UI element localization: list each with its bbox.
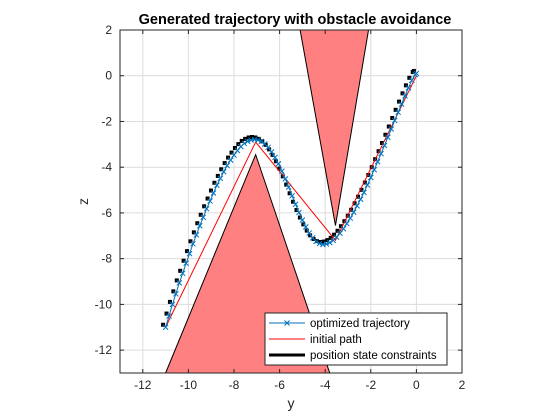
y-tick-label: 0: [105, 69, 112, 83]
ticks: -12 -10 -8 -6 -4 -2 0 2 -12 -10 -8 -6 -4 -2 0 2: [95, 23, 466, 392]
optimized-trajectory-point: [285, 184, 292, 190]
optimized-trajectory-point: [203, 205, 210, 212]
optimized-trajectory-point: [282, 176, 289, 182]
series-layer: [161, 68, 420, 331]
optimized-trajectory-point: [169, 301, 176, 308]
optimized-trajectory-point: [186, 250, 193, 257]
optimized-trajectory-point: [340, 225, 347, 232]
optimized-trajectory-point: [241, 140, 248, 147]
plot-frame: [119, 29, 463, 374]
optimized-trajectory-point: [289, 192, 295, 199]
optimized-trajectory-point: [302, 224, 309, 230]
optimized-trajectory-point: [306, 230, 313, 236]
optimized-trajectory-point: [196, 222, 203, 229]
optimized-trajectory-point: [176, 280, 183, 286]
x-tick-label: -6: [274, 378, 285, 392]
optimized-trajectory-point: [207, 198, 213, 204]
optimized-trajectory-point: [398, 101, 405, 107]
optimized-trajectory-point: [337, 230, 343, 237]
legend: optimized trajectory initial path position…: [264, 312, 448, 366]
optimized-trajectory-point: [210, 190, 217, 196]
y-tick-label: -8: [101, 252, 112, 266]
optimized-trajectory-point: [413, 70, 420, 77]
optimized-trajectory-point: [217, 175, 224, 182]
optimized-trajectory-point: [224, 162, 231, 169]
optimized-trajectory-point: [361, 189, 367, 196]
optimized-trajectory-point: [371, 166, 378, 173]
series-initial-path: [165, 75, 417, 328]
optimized-trajectory-point: [316, 240, 323, 247]
optimized-trajectory-point: [381, 142, 388, 149]
x-tick-label: -10: [180, 378, 198, 392]
optimized-trajectory-point: [227, 157, 234, 163]
y-tick-label: 2: [105, 23, 112, 37]
optimized-trajectory-point: [326, 239, 333, 246]
x-tick-label: -8: [229, 378, 240, 392]
optimized-trajectory-point: [350, 209, 357, 216]
x-tick-label: -2: [365, 378, 376, 392]
optimized-trajectory-point: [166, 313, 172, 319]
optimized-trajectory-point: [402, 93, 408, 99]
optimized-trajectory-point: [405, 84, 412, 91]
x-tick-label: 0: [413, 378, 420, 392]
optimized-trajectory-point: [388, 126, 395, 132]
optimized-trajectory-point: [299, 217, 306, 223]
optimized-trajectory-point: [344, 220, 350, 227]
optimized-trajectory-point: [279, 168, 285, 174]
optimized-trajectory-point: [244, 138, 251, 145]
optimized-trajectory-point: [183, 260, 189, 267]
optimized-trajectory-point: [255, 137, 261, 143]
series-optimized-trajectory: [162, 70, 420, 331]
y-tick-label: -12: [95, 343, 113, 357]
y-tick-label: -2: [101, 114, 112, 128]
y-axis-label: z: [75, 198, 91, 205]
optimized-trajectory-point: [408, 77, 415, 84]
optimized-trajectory-point: [354, 202, 360, 209]
optimized-trajectory-point: [378, 150, 384, 157]
optimized-trajectory-point: [347, 215, 354, 222]
x-axis-label: y: [288, 395, 295, 411]
optimized-trajectory-point: [292, 201, 299, 208]
legend-label-initial-path: initial path: [310, 334, 362, 346]
optimized-trajectory-point: [275, 160, 282, 167]
optimized-trajectory-point: [179, 270, 186, 277]
optimized-trajectory-point: [190, 240, 196, 247]
optimized-trajectory-point: [220, 168, 227, 175]
optimized-trajectory-point: [268, 149, 275, 155]
optimized-trajectory-point: [231, 152, 237, 158]
optimized-trajectory-point: [357, 196, 364, 203]
optimized-trajectory-point: [391, 117, 398, 124]
legend-items: optimized trajectory initial path position…: [269, 318, 437, 362]
optimized-trajectory-point: [367, 174, 374, 181]
x-tick-label: -4: [320, 378, 331, 392]
y-tick-label: -10: [95, 297, 113, 311]
optimized-trajectory-point: [385, 134, 391, 141]
x-tick-label: -12: [134, 378, 152, 392]
optimized-trajectory-point: [374, 158, 381, 165]
optimized-trajectory-point: [296, 209, 302, 216]
optimized-trajectory-point: [364, 182, 371, 188]
optimized-trajectory-point: [214, 182, 220, 189]
x-tick-label: 2: [459, 378, 466, 392]
legend-label-position-state-constraints: position state constraints: [310, 350, 437, 362]
legend-label-optimized-trajectory: optimized trajectory: [310, 318, 410, 330]
optimized-trajectory-point: [313, 238, 319, 245]
y-tick-label: -6: [101, 206, 112, 220]
optimized-trajectory-point: [173, 291, 179, 297]
optimized-trajectory-point: [258, 138, 265, 145]
constraint-point: [411, 68, 416, 73]
y-tick-label: -4: [101, 160, 112, 174]
optimized-trajectory-point: [200, 214, 207, 221]
optimized-trajectory-point: [193, 232, 200, 238]
optimized-trajectory-point: [162, 324, 169, 331]
optimized-trajectory-point: [323, 241, 330, 247]
optimized-trajectory-point: [395, 109, 402, 116]
legend-marker-optimized-trajectory: [284, 320, 290, 326]
optimized-trajectory-point: [265, 144, 272, 151]
optimized-trajectory-point: [272, 154, 278, 161]
chart-title: Generated trajectory with obstacle avoid…: [139, 12, 452, 28]
